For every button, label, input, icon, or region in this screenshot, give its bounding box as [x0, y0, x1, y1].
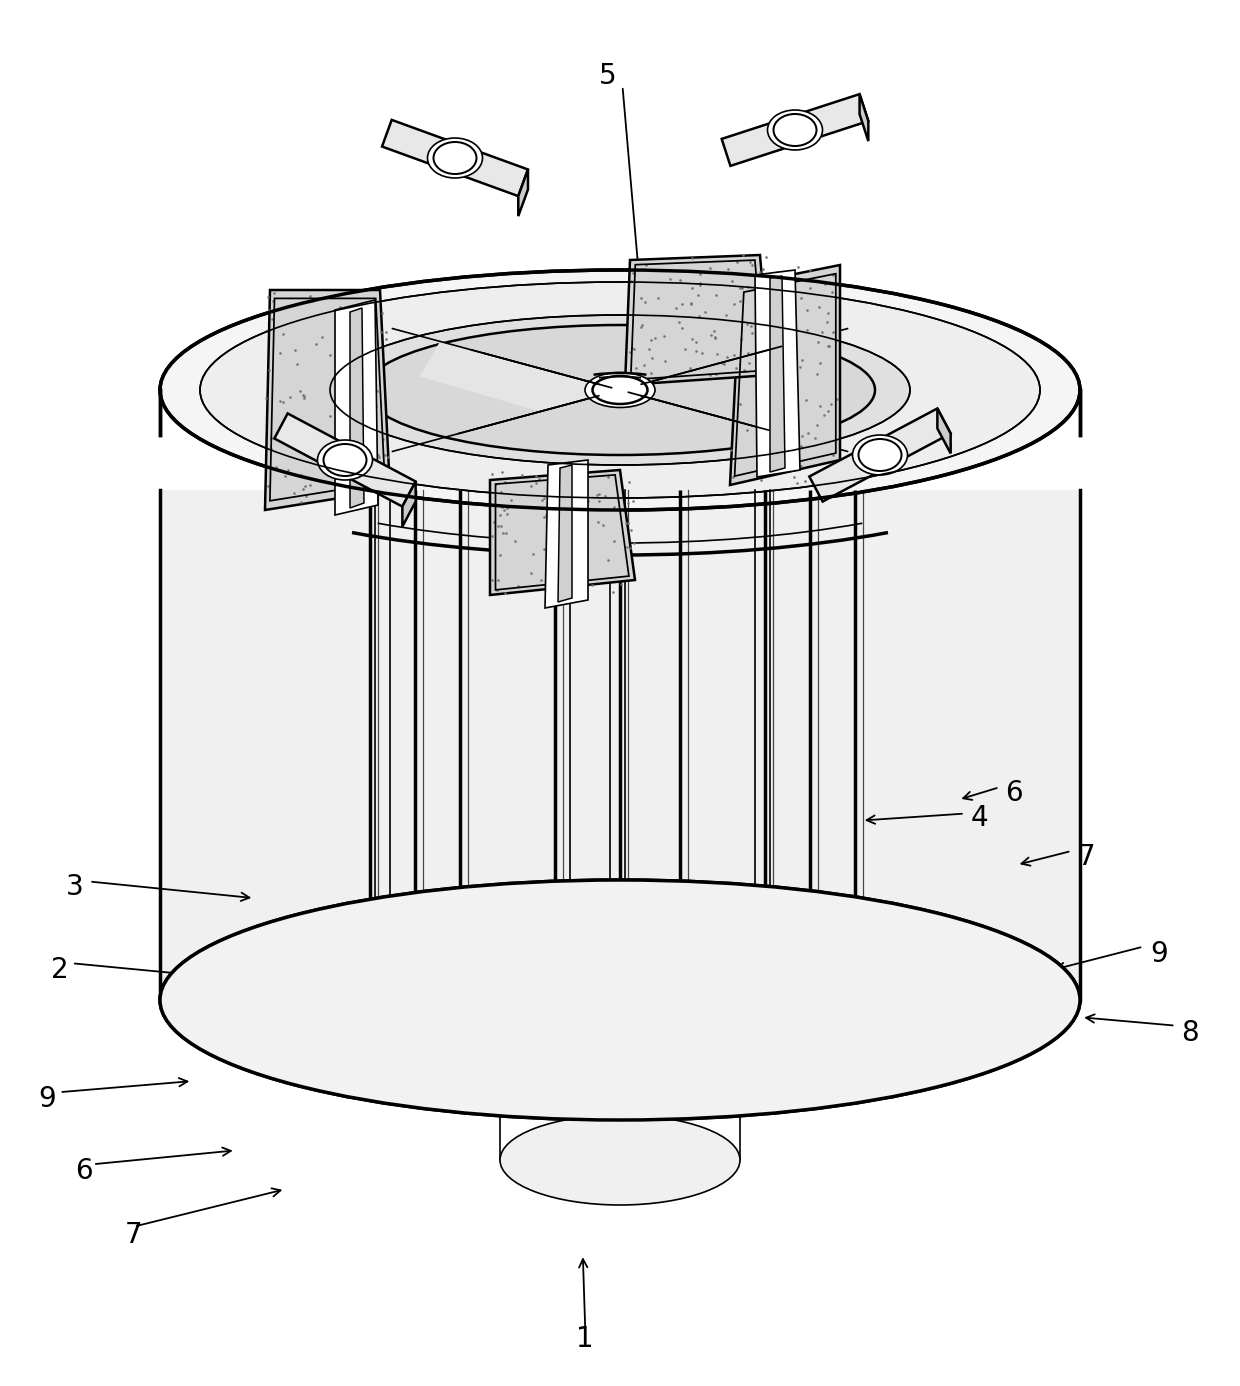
Polygon shape — [402, 481, 415, 527]
Polygon shape — [335, 299, 378, 516]
Text: 8: 8 — [1182, 1019, 1199, 1046]
Polygon shape — [770, 276, 785, 473]
Ellipse shape — [593, 376, 647, 403]
Ellipse shape — [585, 373, 655, 407]
Polygon shape — [755, 270, 800, 477]
Ellipse shape — [330, 315, 910, 464]
Text: 4: 4 — [971, 804, 988, 832]
Ellipse shape — [858, 439, 901, 471]
Ellipse shape — [200, 281, 1040, 498]
Text: 6: 6 — [1006, 779, 1023, 807]
Polygon shape — [810, 409, 951, 502]
Text: 1: 1 — [577, 1325, 594, 1353]
Text: 6: 6 — [76, 1157, 93, 1185]
Ellipse shape — [853, 435, 908, 475]
Text: 2: 2 — [51, 956, 68, 984]
Ellipse shape — [434, 141, 476, 175]
Text: 9: 9 — [1151, 940, 1168, 967]
Ellipse shape — [160, 270, 1080, 510]
Ellipse shape — [324, 444, 367, 475]
Polygon shape — [558, 464, 572, 602]
Polygon shape — [274, 413, 415, 506]
Polygon shape — [265, 290, 391, 510]
Polygon shape — [420, 341, 620, 412]
Ellipse shape — [160, 880, 1080, 1120]
Bar — [160, 491, 1080, 1001]
Text: 7: 7 — [125, 1221, 143, 1249]
Polygon shape — [518, 169, 528, 216]
Ellipse shape — [428, 139, 482, 177]
Polygon shape — [937, 409, 951, 453]
Polygon shape — [546, 460, 588, 608]
Text: 7: 7 — [1078, 843, 1095, 870]
Ellipse shape — [317, 439, 372, 480]
Polygon shape — [730, 265, 839, 485]
Ellipse shape — [365, 324, 875, 455]
Text: 3: 3 — [66, 873, 83, 901]
Ellipse shape — [768, 109, 822, 150]
Ellipse shape — [160, 880, 1080, 1120]
Text: 9: 9 — [38, 1085, 56, 1113]
Polygon shape — [382, 119, 528, 195]
Polygon shape — [722, 94, 868, 166]
Ellipse shape — [500, 1114, 740, 1204]
Polygon shape — [490, 470, 635, 595]
Polygon shape — [625, 255, 770, 385]
Ellipse shape — [500, 1035, 740, 1125]
Text: 5: 5 — [599, 62, 616, 90]
Polygon shape — [859, 94, 868, 141]
Ellipse shape — [774, 114, 816, 146]
Polygon shape — [350, 308, 365, 509]
